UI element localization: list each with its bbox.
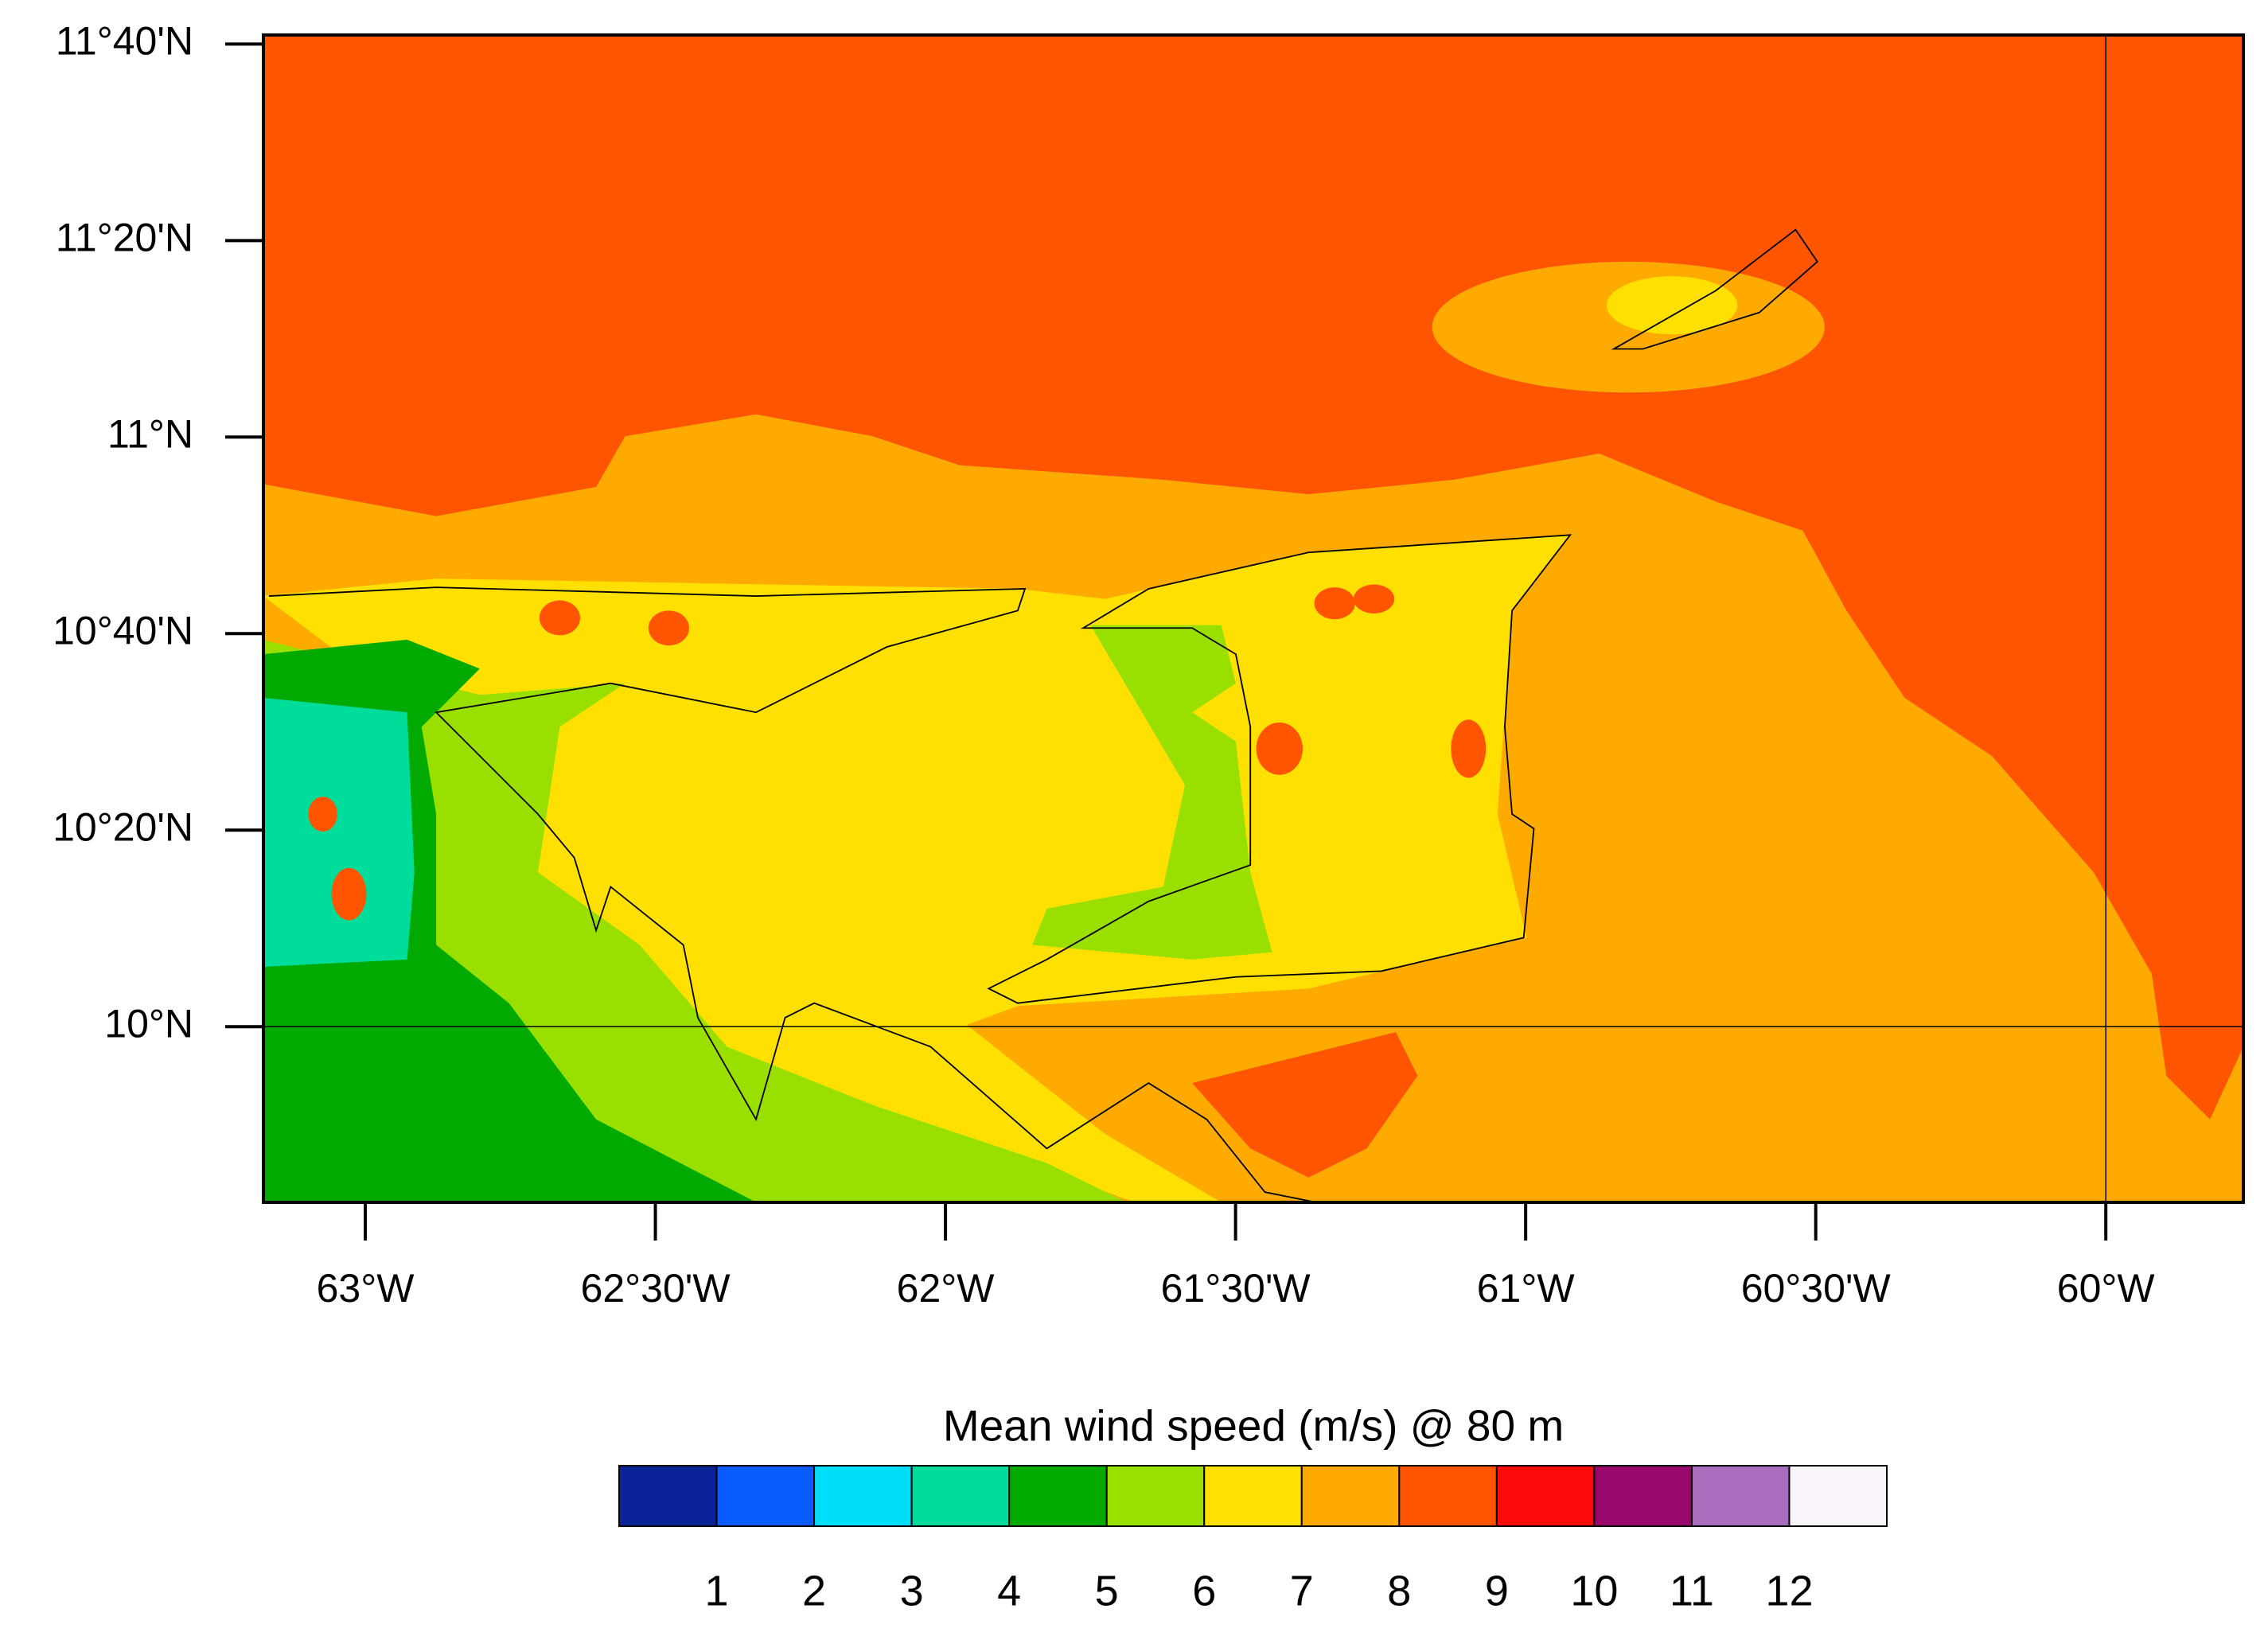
region-6ms bbox=[1032, 625, 1272, 960]
x-tick-label: 62°W bbox=[897, 1266, 996, 1311]
colorbar-label: 4 bbox=[997, 1567, 1021, 1615]
y-tick-label: 10°40'N bbox=[53, 608, 193, 652]
x-tick-label: 62°30'W bbox=[581, 1266, 731, 1311]
x-tick-label: 60°W bbox=[2057, 1266, 2156, 1311]
colorbar-label: 2 bbox=[802, 1567, 826, 1615]
region-9ms bbox=[1192, 1032, 1418, 1178]
colorbar-box bbox=[1690, 1465, 1791, 1527]
colorbar-label: 1 bbox=[705, 1567, 729, 1615]
region-7ms bbox=[1606, 276, 1738, 335]
colorbar-box bbox=[1593, 1465, 1693, 1527]
y-tick-label: 11°20'N bbox=[56, 216, 193, 260]
x-tick-label: 60°30'W bbox=[1741, 1266, 1892, 1311]
axes: 11°40'N 11°20'N 11°N 10°40'N 10°20'N 10°N 63°W… bbox=[53, 19, 2243, 1311]
hotspots bbox=[308, 584, 1487, 921]
y-tick-label: 10°20'N bbox=[53, 804, 193, 849]
colorbar-box bbox=[1788, 1465, 1888, 1527]
wind-field bbox=[263, 35, 2243, 1202]
coastline bbox=[268, 228, 1818, 1202]
colorbar-box bbox=[1105, 1465, 1206, 1527]
colorbar-box bbox=[1008, 1465, 1108, 1527]
colorbar-label: 8 bbox=[1387, 1567, 1411, 1615]
colorbar-box bbox=[813, 1465, 913, 1527]
colorbar-label: 7 bbox=[1290, 1567, 1314, 1615]
x-tick-label: 61°30'W bbox=[1161, 1266, 1311, 1311]
colorbar-box bbox=[1300, 1465, 1401, 1527]
map-frame bbox=[262, 33, 2245, 1204]
colorbar: 1 2 3 4 5 6 7 8 9 10 11 12 bbox=[618, 1465, 1888, 1615]
colorbar-label: 3 bbox=[900, 1567, 924, 1615]
y-tick-label: 11°N bbox=[107, 412, 193, 457]
x-tick-label: 61°W bbox=[1477, 1266, 1576, 1311]
colorbar-label: 6 bbox=[1192, 1567, 1216, 1615]
colorbar-label: 11 bbox=[1670, 1567, 1714, 1615]
colorbar-label: 10 bbox=[1570, 1567, 1618, 1615]
colorbar-title: Mean wind speed (m/s) @ 80 m bbox=[943, 1401, 1564, 1451]
colorbar-box bbox=[1203, 1465, 1303, 1527]
colorbar-box bbox=[1398, 1465, 1498, 1527]
y-tick-label: 10°N bbox=[104, 1001, 193, 1046]
colorbar-box bbox=[1495, 1465, 1596, 1527]
y-tick-label: 11°40'N bbox=[56, 19, 193, 64]
x-tick-label: 63°W bbox=[317, 1266, 415, 1311]
colorbar-label: 9 bbox=[1485, 1567, 1509, 1615]
colorbar-label: 12 bbox=[1765, 1567, 1813, 1615]
region-4ms bbox=[263, 697, 415, 967]
colorbar-box bbox=[618, 1465, 718, 1527]
colorbar-box bbox=[715, 1465, 816, 1527]
colorbar-label: 5 bbox=[1095, 1567, 1119, 1615]
colorbar-box bbox=[910, 1465, 1011, 1527]
region-8ms bbox=[1432, 261, 1825, 393]
